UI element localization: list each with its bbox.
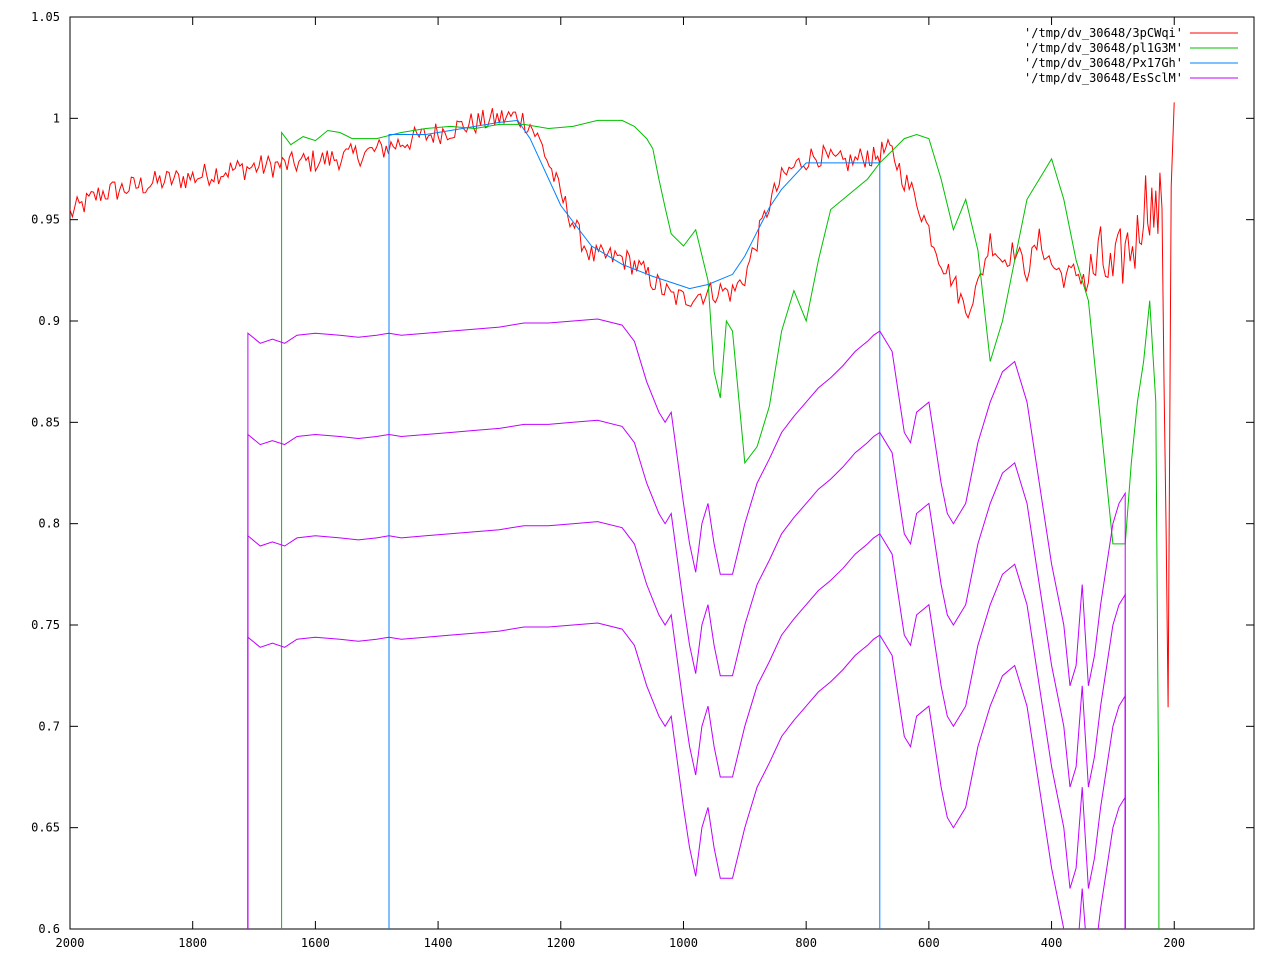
axis-ticks: 2000 1800 1600 1400 1200 1000 800 600 400 200 0.6 0… <box>31 10 1254 950</box>
x-tick-label: 600 <box>918 936 940 950</box>
x-tick-label: 1800 <box>178 936 207 950</box>
y-tick-label: 0.95 <box>31 213 60 227</box>
legend: '/tmp/dv_30648/3pCWqi''/tmp/dv_30648/pl1… <box>1024 26 1238 85</box>
series-line-4-trace-2 <box>247 419 1126 929</box>
x-tick-label: 1000 <box>669 936 698 950</box>
y-tick-label: 0.8 <box>38 517 60 531</box>
series-line-4-trace-1 <box>247 318 1126 929</box>
legend-label: '/tmp/dv_30648/EsSclM' <box>1024 71 1183 85</box>
legend-label: '/tmp/dv_30648/pl1G3M' <box>1024 41 1183 55</box>
x-tick-label: 800 <box>795 936 817 950</box>
series-line-4-trace-4 <box>247 622 1126 929</box>
series-line-3 <box>388 119 881 929</box>
x-tick-label: 400 <box>1041 936 1063 950</box>
y-tick-label: 0.85 <box>31 415 60 429</box>
x-tick-label: 1600 <box>301 936 330 950</box>
series-line-4-trace-3 <box>247 521 1126 929</box>
y-tick-label: 0.9 <box>38 314 60 328</box>
y-tick-label: 0.6 <box>38 922 60 936</box>
y-tick-label: 0.75 <box>31 618 60 632</box>
x-tick-label: 1400 <box>424 936 453 950</box>
series-layer <box>70 102 1175 929</box>
y-tick-label: 0.65 <box>31 821 60 835</box>
plot-frame <box>69 16 1255 930</box>
x-tick-label: 200 <box>1163 936 1185 950</box>
y-tick-label: 1 <box>53 111 60 125</box>
y-tick-label: 0.7 <box>38 719 60 733</box>
x-tick-label: 1200 <box>546 936 575 950</box>
series-line-1 <box>70 102 1175 708</box>
x-tick-label: 2000 <box>56 936 85 950</box>
legend-label: '/tmp/dv_30648/3pCWqi' <box>1024 26 1183 40</box>
legend-label: '/tmp/dv_30648/Px17Gh' <box>1024 56 1183 70</box>
y-tick-label: 1.05 <box>31 10 60 24</box>
series-line-2 <box>281 119 1160 929</box>
